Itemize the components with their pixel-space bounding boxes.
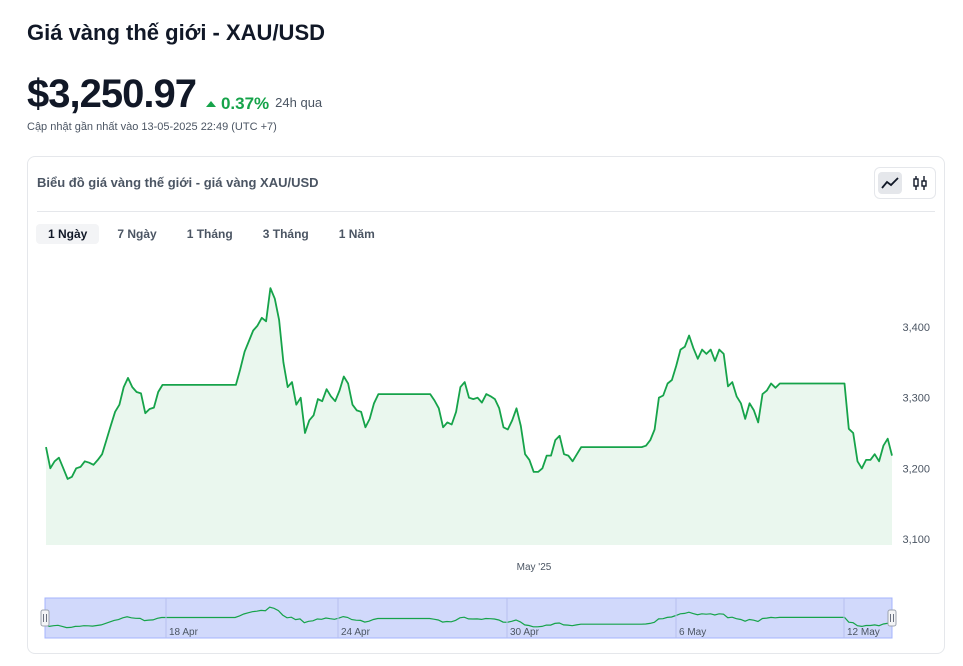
last-updated: Cập nhật gần nhất vào 13-05-2025 22:49 (… — [27, 121, 277, 133]
chart-title: Biểu đồ giá vàng thế giới - giá vàng XAU… — [37, 175, 319, 190]
tab-1-ngay[interactable]: 1 Ngày — [36, 224, 100, 244]
up-triangle-icon — [205, 101, 216, 107]
current-price: $3,250.97 — [27, 72, 197, 116]
line-chart-button[interactable] — [878, 172, 902, 194]
candlestick-button[interactable] — [908, 172, 932, 194]
tab-3-thang[interactable]: 3 Tháng — [262, 227, 309, 241]
price-row: $3,250.97 0.37% 24h qua — [27, 72, 322, 117]
change-percent: 0.37% — [220, 94, 270, 113]
chart-type-toggle — [874, 167, 936, 199]
candlestick-icon — [913, 176, 927, 190]
tab-1-thang[interactable]: 1 Tháng — [186, 227, 233, 241]
timeframe-tabs: 1 Ngày 7 Ngày 1 Tháng 3 Tháng 1 Năm — [36, 224, 387, 244]
tab-7-ngay[interactable]: 7 Ngày — [117, 227, 157, 241]
price-change: 0.37% — [205, 94, 270, 114]
page-title: Giá vàng thế giới - XAU/USD — [27, 20, 326, 45]
change-period: 24h qua — [275, 95, 323, 110]
chart-card: Biểu đồ giá vàng thế giới - giá vàng XAU… — [27, 156, 945, 654]
tab-1-nam[interactable]: 1 Năm — [338, 227, 375, 241]
card-divider — [37, 211, 935, 212]
line-chart-icon — [881, 177, 899, 189]
